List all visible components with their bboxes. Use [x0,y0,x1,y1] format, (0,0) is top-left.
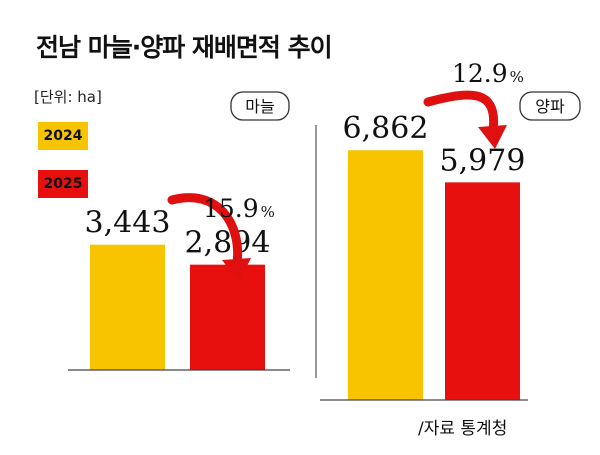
onion-badge-frame [519,91,581,121]
garlic-value-label-2025: 2,894 [185,226,271,261]
garlic-change-arrow [167,193,243,269]
garlic-bar-2024 [90,244,165,370]
garlic-change-unit: % [261,203,275,221]
garlic-badge-label: 마늘 [245,97,274,116]
garlic-value-label-2024: 3,443 [85,206,171,241]
chart-title: 전남 마늘·양파 재배면적 추이 [36,33,333,62]
onion-change-arrow [423,90,499,136]
garlic-bar-2025 [190,264,265,370]
unit-label: [단위: ha] [34,88,102,106]
legend-label-2024: 2024 [43,128,83,144]
onion-value-label-2024: 6,862 [343,111,429,146]
legend-item-2024: 2024 [38,122,88,150]
source-note: /자료 통계청 [418,419,508,439]
legend-label-2025: 2025 [43,176,83,192]
onion-change-unit: % [510,68,524,86]
onion-bar-2024 [348,150,423,400]
onion-change-label: 12.9% [452,59,524,88]
garlic-change-label: 15.9% [203,194,275,223]
onion-badge-label: 양파 [535,97,565,116]
garlic-badge-frame [230,91,290,121]
onion-bar-2025 [445,182,520,400]
onion-arrow-head [478,125,507,149]
legend-item-2025: 2025 [38,170,88,198]
garlic-arrow-head [222,258,251,282]
onion-value-label-2025: 5,979 [440,143,526,178]
